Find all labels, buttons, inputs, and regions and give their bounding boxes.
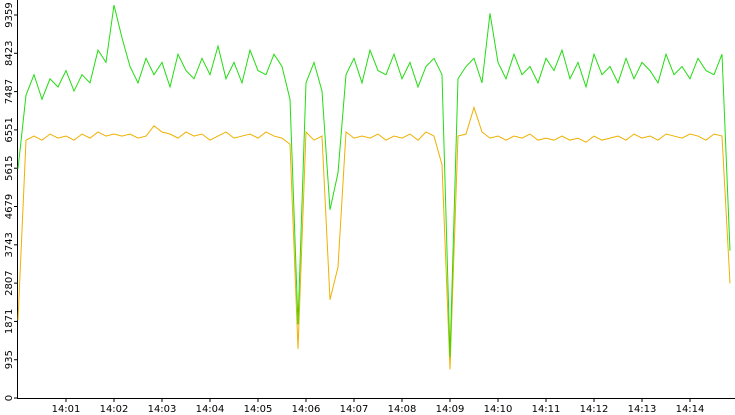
y-tick-label: 935 (4, 350, 15, 369)
y-tick-label: 0 (4, 395, 15, 401)
x-tick-label: 14:07 (340, 404, 369, 415)
x-tick-label: 14:03 (148, 404, 177, 415)
x-tick-label: 14:12 (580, 404, 609, 415)
y-tick-label: 6551 (4, 117, 15, 142)
x-tick-label: 14:11 (532, 404, 561, 415)
x-tick-label: 14:02 (100, 404, 129, 415)
y-tick-label: 5615 (4, 155, 15, 180)
x-tick-label: 14:14 (676, 404, 705, 415)
y-tick-label: 4679 (4, 194, 15, 219)
y-tick-label: 9359 (4, 2, 15, 27)
x-tick-label: 14:04 (196, 404, 225, 415)
y-tick-label: 2807 (4, 270, 15, 295)
y-tick-label: 7487 (4, 79, 15, 104)
x-tick-label: 14:06 (292, 404, 321, 415)
y-tick-label: 1871 (4, 309, 15, 334)
x-tick-label: 14:10 (484, 404, 513, 415)
y-tick-label: 3743 (4, 232, 15, 257)
x-tick-label: 14:08 (388, 404, 417, 415)
x-tick-label: 14:01 (52, 404, 81, 415)
x-tick-label: 14:13 (628, 404, 657, 415)
y-tick-label: 8423 (4, 41, 15, 66)
x-tick-label: 14:09 (436, 404, 465, 415)
series-line (17, 105, 731, 370)
x-tick-label: 14:05 (244, 404, 273, 415)
series-line (17, 4, 731, 358)
